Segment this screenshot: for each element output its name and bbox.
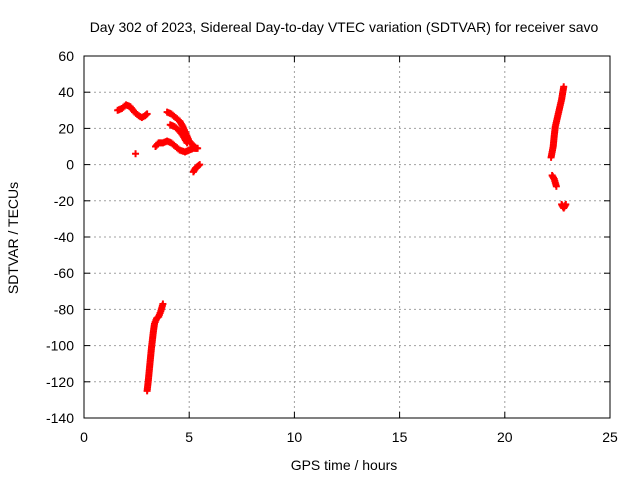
y-tick-label: -100 <box>46 338 74 354</box>
x-tick-label: 20 <box>497 429 513 445</box>
y-tick-label: 20 <box>58 120 74 136</box>
data-point <box>562 200 570 208</box>
y-tick-label: -40 <box>54 229 74 245</box>
y-tick-label: -60 <box>54 265 74 281</box>
y-tick-label: -80 <box>54 301 74 317</box>
y-tick-label: -20 <box>54 193 74 209</box>
data-point <box>552 182 560 190</box>
axis-ticks: 0 5 10 15 20 25 -140 -120 -100 -80 -60 -40 -20 0 20 40 6… <box>46 48 618 445</box>
x-axis-label: GPS time / hours <box>291 457 398 473</box>
x-tick-label: 10 <box>287 429 303 445</box>
x-tick-label: 5 <box>185 429 193 445</box>
data-point <box>159 300 167 308</box>
chart-title: Day 302 of 2023, Sidereal Day-to-day VTE… <box>90 19 599 35</box>
x-tick-label: 15 <box>392 429 408 445</box>
data-point <box>193 144 201 152</box>
y-tick-label: 60 <box>58 48 74 64</box>
data-point <box>183 139 191 147</box>
y-axis-label: SDTVAR / TECUs <box>5 182 21 294</box>
x-tick-label: 0 <box>80 429 88 445</box>
data-point <box>560 83 568 91</box>
y-tick-label: 40 <box>58 84 74 100</box>
data-points <box>114 83 570 395</box>
data-point <box>132 150 140 158</box>
x-tick-label: 25 <box>602 429 618 445</box>
grid <box>84 56 610 418</box>
y-tick-label: 0 <box>66 157 74 173</box>
plot-frame <box>83 55 611 419</box>
data-point <box>196 161 204 169</box>
y-tick-label: -120 <box>46 374 74 390</box>
data-point <box>143 110 151 118</box>
y-tick-label: -140 <box>46 410 74 426</box>
